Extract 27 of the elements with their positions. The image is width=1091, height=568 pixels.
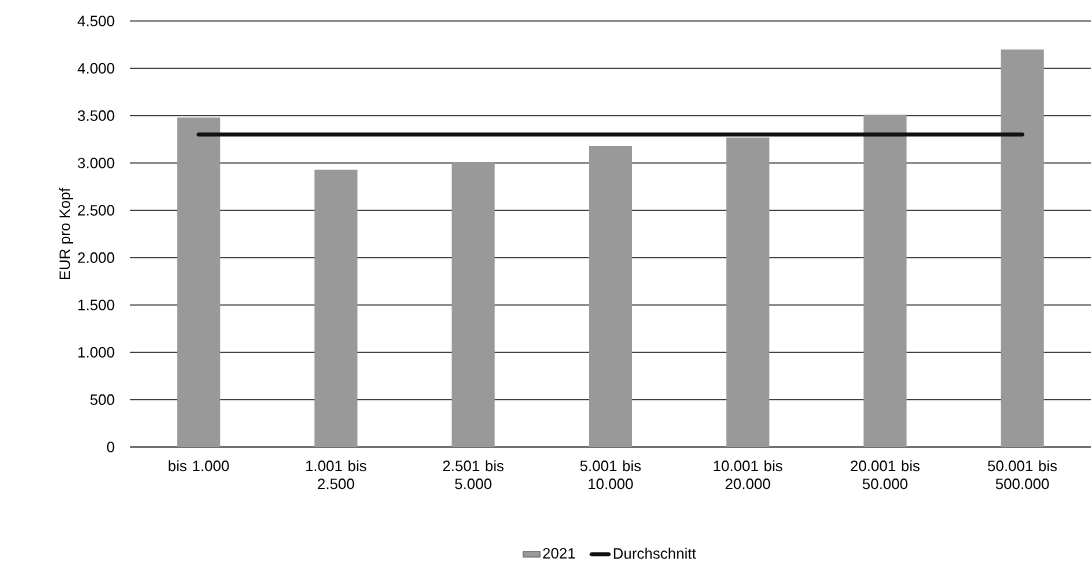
bar	[451, 162, 495, 447]
legend-label: 2021	[543, 548, 575, 559]
bar	[863, 114, 907, 447]
x-tick-label: 5.001 bis 10.000	[580, 460, 641, 490]
bar	[314, 169, 358, 447]
y-tick-label: 3.500	[77, 110, 115, 121]
x-tick-label: 10.001 bis 20.000	[713, 460, 783, 490]
legend-label: Durchschnitt	[613, 547, 696, 559]
y-tick-label: 2.000	[78, 252, 115, 263]
y-tick-label: 0	[107, 441, 115, 453]
x-tick-label: 2.501 bis 5.000	[443, 460, 504, 490]
y-tick-label: 500	[90, 394, 115, 405]
y-axis-title: EUR pro Kopf	[59, 187, 74, 280]
y-tick-label: 4.500	[77, 15, 115, 27]
x-tick-label: 1.001 bis 2.500	[306, 460, 367, 490]
y-tick-label: 3.000	[77, 157, 115, 169]
y-tick-label: 4.000	[77, 63, 115, 74]
bar	[726, 137, 770, 447]
bar	[1000, 49, 1044, 447]
y-tick-label: 2.500	[78, 205, 115, 216]
bar	[177, 117, 221, 447]
bar	[589, 145, 632, 447]
y-tick-label: 1.500	[78, 299, 115, 311]
x-tick-label: 50.001 bis 500.000	[987, 460, 1057, 490]
y-tick-label: 1.000	[78, 347, 115, 358]
x-tick-label: bis 1.000	[168, 460, 229, 472]
x-tick-label: 20.001 bis 50.000	[850, 460, 920, 490]
